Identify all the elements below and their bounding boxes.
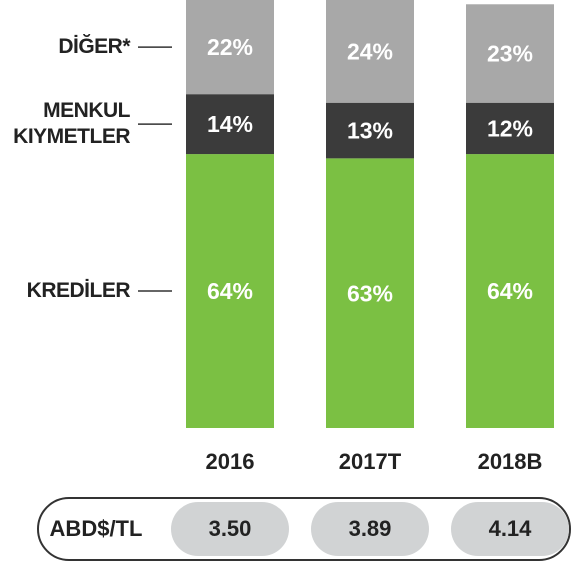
bar-segment xyxy=(466,102,554,155)
value-label: 64% xyxy=(207,278,253,304)
series-label: KREDİLER xyxy=(26,279,131,303)
value-label: 64% xyxy=(487,278,533,304)
bar-segment xyxy=(326,102,414,159)
bar-segment xyxy=(186,0,274,95)
series-label: DİĞER* xyxy=(58,35,130,59)
bar-segment xyxy=(466,4,554,103)
bar-segment xyxy=(466,154,554,428)
x-tick-label: 2018B xyxy=(478,449,543,474)
value-label: 63% xyxy=(347,280,393,306)
rate-pill xyxy=(311,502,429,556)
rate-value: 3.50 xyxy=(209,516,252,541)
bar-segment xyxy=(326,0,414,103)
value-label: 23% xyxy=(487,41,533,67)
bar-segment xyxy=(326,158,414,429)
value-label: 13% xyxy=(347,118,393,144)
bar-segment xyxy=(186,154,274,428)
rate-frame xyxy=(37,497,571,561)
value-label: 12% xyxy=(487,115,533,141)
rate-pill xyxy=(451,502,569,556)
bar-segment xyxy=(186,94,274,155)
rate-value: 4.14 xyxy=(489,516,533,541)
x-tick-label: 2016 xyxy=(206,449,255,474)
series-label: MENKUL KIYMETLER xyxy=(13,99,130,149)
rate-label: ABD$/TL xyxy=(50,516,143,541)
x-tick-label: 2017T xyxy=(339,449,402,474)
value-label: 22% xyxy=(207,34,253,60)
value-label: 14% xyxy=(207,111,253,137)
value-label: 24% xyxy=(347,38,393,64)
rate-pill xyxy=(171,502,289,556)
rate-value: 3.89 xyxy=(349,516,392,541)
